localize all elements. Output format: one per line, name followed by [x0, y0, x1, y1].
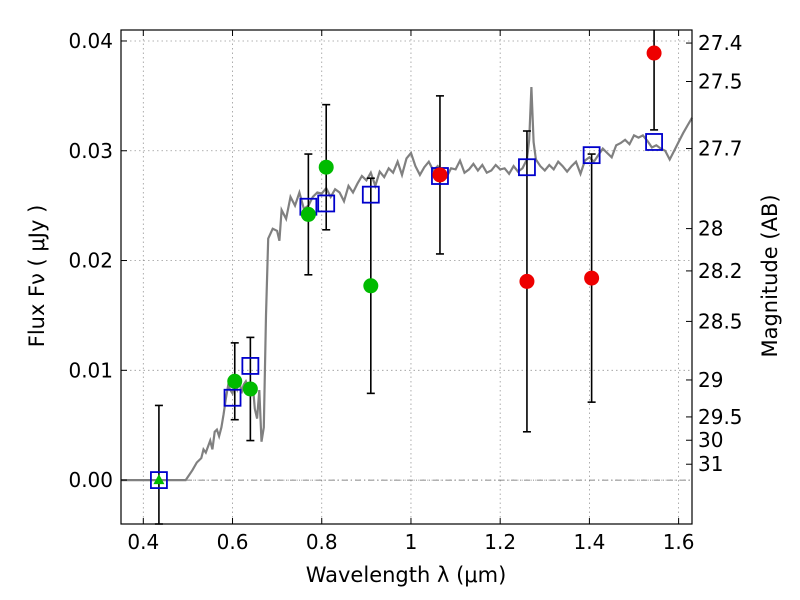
model-square: [645, 133, 663, 151]
magnitude-tick-label: 28.2: [698, 259, 743, 283]
y-tick-label: 0.01: [68, 358, 113, 382]
model-square: [150, 471, 168, 489]
x-tick-label: 0.4: [127, 530, 159, 554]
model-square: [317, 194, 336, 213]
green-triangle: [153, 474, 165, 485]
model-square: [582, 146, 601, 165]
magnitude-tick-label: 29.5: [698, 405, 743, 429]
magnitude-tick-label: 27.7: [698, 137, 743, 161]
y-tick-label: 0.03: [68, 139, 113, 163]
x-tick-label: 1: [405, 530, 418, 554]
plot-frame: [120, 29, 693, 525]
magnitude-tick-label: 30: [698, 428, 723, 452]
green-point: [318, 159, 334, 175]
model-square: [241, 357, 260, 375]
magnitude-tick-label: 28: [698, 217, 723, 241]
red-point: [584, 270, 600, 286]
green-point: [227, 373, 243, 389]
x-tick-label: 0.6: [217, 530, 249, 554]
green-point: [363, 278, 379, 294]
x-axis-label: Wavelength λ (μm): [306, 563, 507, 587]
model-square: [518, 158, 536, 177]
spectrum-line: [121, 87, 693, 482]
x-tick-label: 0.8: [306, 530, 338, 554]
observed-points: [153, 45, 662, 485]
model-square: [223, 388, 242, 407]
right-axis-label: Magnitude (AB): [758, 194, 782, 357]
x-tick-label: 1.6: [663, 530, 695, 554]
red-point: [519, 273, 535, 289]
y-tick-label: 0.02: [68, 249, 113, 273]
magnitude-tick-label: 28.5: [698, 309, 743, 333]
x-tick-label: 1.2: [484, 530, 516, 554]
template-spectrum: [121, 87, 693, 482]
y-tick-label: 0.00: [68, 468, 113, 492]
red-point: [646, 45, 662, 61]
error-bars: [154, 30, 659, 525]
magnitude-tick-label: 31: [698, 452, 723, 476]
magnitude-tick-label: 27.4: [698, 31, 743, 55]
green-point: [300, 206, 316, 222]
red-point: [432, 167, 448, 183]
magnitude-tick-label: 29: [698, 368, 723, 392]
magnitude-tick-label: 27.5: [698, 70, 743, 94]
y-axis-label: Flux Fν ( μJy ): [25, 205, 49, 348]
axis-ticks: 0.4 0.6 0.8 1 1.2 1.4 1.6 0.00 0.01 0.02 0.03 0.04 2…: [68, 29, 742, 554]
green-point: [242, 381, 258, 397]
y-tick-label: 0.04: [68, 29, 113, 53]
model-points: [150, 133, 663, 489]
model-square: [361, 185, 380, 204]
x-tick-label: 1.4: [573, 530, 605, 554]
